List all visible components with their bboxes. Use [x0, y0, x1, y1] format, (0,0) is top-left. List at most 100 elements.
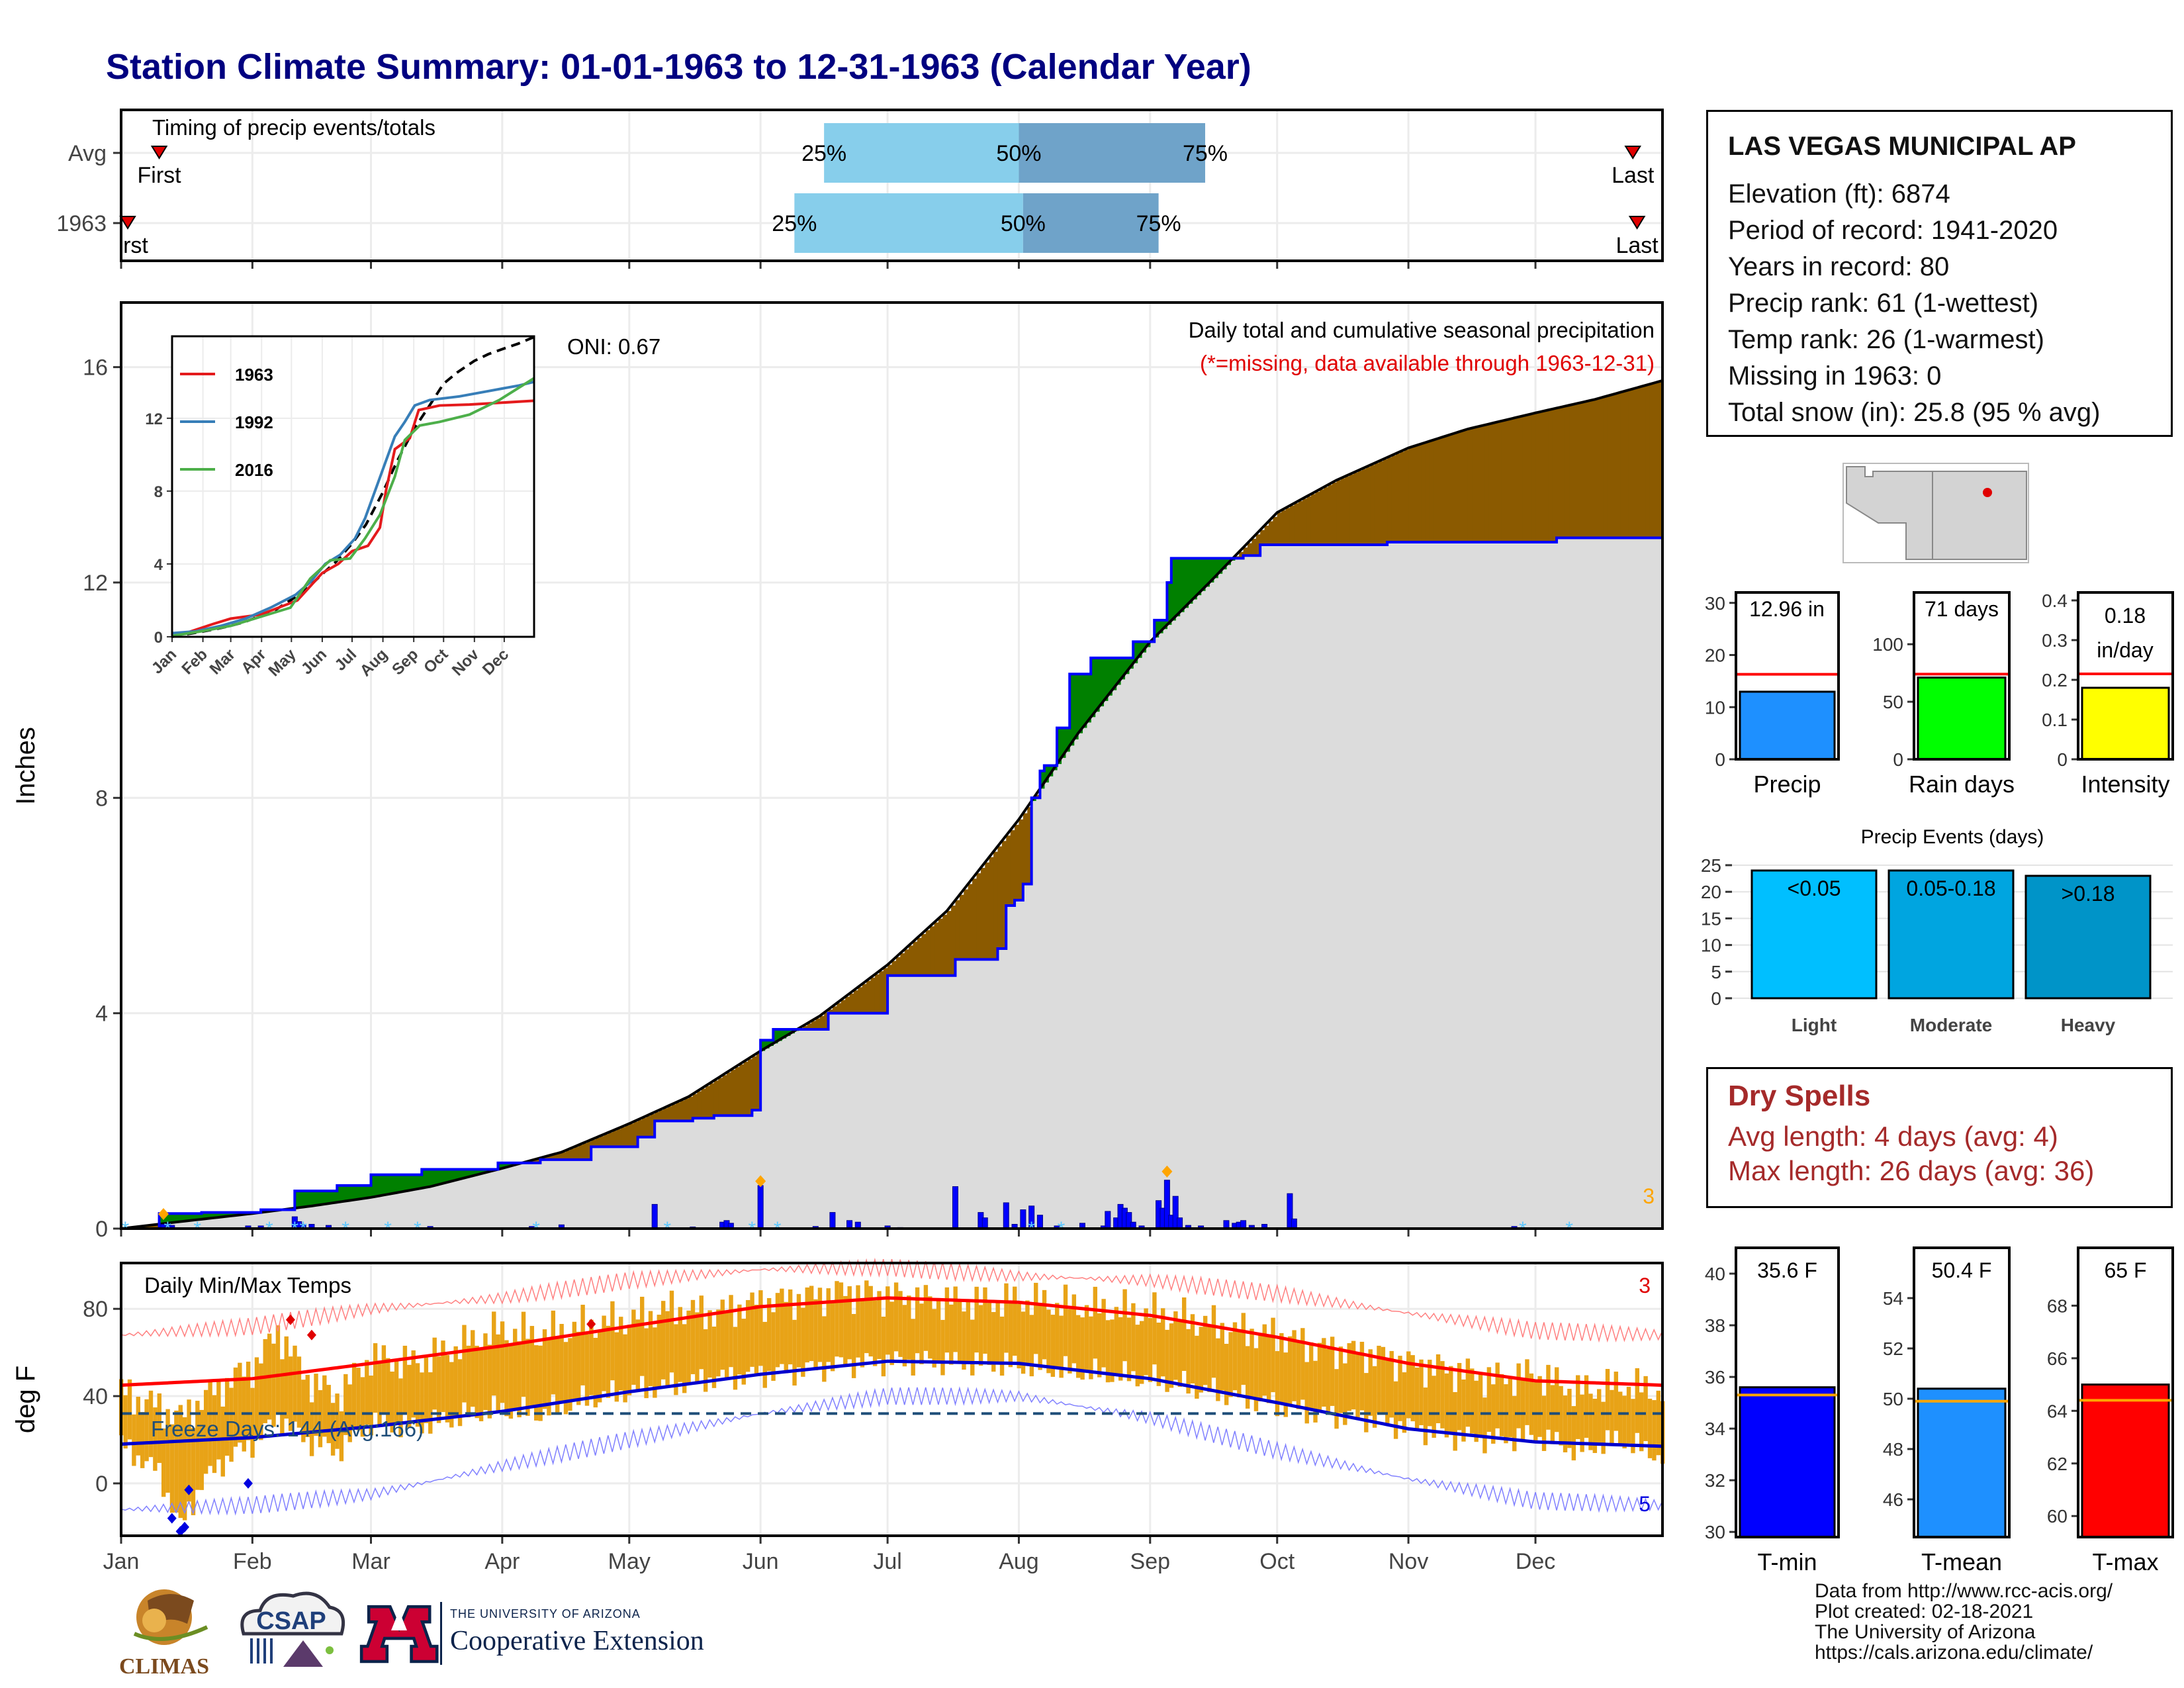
intensity-unit: in/day [2097, 638, 2153, 662]
daily-temp-bar [1529, 1373, 1534, 1435]
precip-surplus-fill [218, 1212, 224, 1217]
daily-temp-bar [987, 1303, 992, 1365]
daily-temp-bar [1089, 1316, 1093, 1380]
daily-precip-bar [651, 1203, 658, 1229]
daily-temp-bar [457, 1359, 463, 1427]
precip-deficit-fill [1637, 387, 1642, 538]
daily-temp-bar [822, 1316, 827, 1382]
timing-bar-50-75 [1019, 123, 1205, 183]
observed-precip-area [121, 530, 1662, 1229]
precip-surplus-fill [341, 1185, 346, 1202]
precip-deficit-fill [574, 1147, 579, 1160]
daily-temp-bar [1275, 1351, 1280, 1417]
precip-surplus-fill [1179, 558, 1185, 612]
inset-y-tick-label: 12 [145, 410, 163, 428]
daily-temp-bar [1444, 1373, 1449, 1438]
daily-temp-bar [1207, 1325, 1212, 1392]
daily-temp-bar [631, 1309, 636, 1385]
daily-temp-bar [1656, 1390, 1661, 1456]
precip-deficit-fill [803, 1025, 808, 1030]
precip-deficit-fill [1476, 427, 1481, 542]
precip-deficit-fill [1620, 392, 1625, 538]
precip-surplus-fill [443, 1169, 448, 1184]
daily-temp-bar [639, 1296, 645, 1376]
precip-surplus-fill [1103, 657, 1109, 701]
precip-deficit-fill [671, 1104, 676, 1121]
precip-surplus-fill [345, 1185, 351, 1201]
daily-temp-bar [140, 1412, 145, 1468]
precip-deficit-fill [1603, 397, 1608, 538]
precip-deficit-fill [1641, 386, 1647, 538]
daily-temp-bar [1486, 1367, 1492, 1432]
precip-summary-category-label: Intensity [2081, 771, 2169, 798]
daily-temp-bar [1165, 1329, 1169, 1392]
precip-surplus-fill [417, 1174, 422, 1190]
daily-temp-bar [483, 1333, 488, 1411]
temp-summary-y-tick-label: 48 [1883, 1439, 1903, 1460]
inset-bg [172, 336, 534, 637]
daily-temp-bar [1190, 1314, 1195, 1383]
daily-temp-bar [699, 1295, 704, 1370]
precip-surplus-fill [396, 1174, 401, 1193]
record-low-marker [167, 1513, 177, 1524]
daily-temp-bar [610, 1301, 615, 1381]
daily-temp-bar [915, 1287, 920, 1354]
daily-temp-bar [1211, 1305, 1216, 1378]
precip-deficit-fill [1557, 408, 1562, 538]
daily-temp-bar [872, 1300, 878, 1366]
daily-temp-bar [1004, 1283, 1009, 1353]
daily-temp-bar [784, 1301, 788, 1374]
precip-surplus-fill [1091, 657, 1096, 718]
daily-temp-bar [653, 1327, 657, 1398]
events-y-tick-label: 15 [1701, 908, 1721, 929]
precip-deficit-fill [595, 1137, 600, 1147]
daily-temp-bar [1567, 1389, 1572, 1448]
daily-temp-bar [1559, 1385, 1563, 1446]
daily-temp-bar [627, 1325, 632, 1395]
precip-deficit-fill [1010, 830, 1015, 906]
daily-temp-bar [538, 1345, 543, 1421]
precip-surplus-fill [468, 1169, 473, 1177]
daily-temp-bar [1541, 1395, 1547, 1451]
precip-surplus-fill [1142, 641, 1147, 653]
daily-temp-bar [805, 1287, 809, 1363]
temp-summary-y-tick-label: 68 [2047, 1295, 2068, 1316]
last-event-label: Last [1615, 233, 1659, 258]
temp-summary-bar [1917, 1387, 2007, 1538]
daily-temp-bar [940, 1319, 945, 1376]
precip-deficit-fill [697, 1091, 702, 1119]
daily-temp-bar [1241, 1313, 1246, 1385]
events-category-label: Heavy [2061, 1015, 2116, 1035]
precip-surplus-fill [782, 1029, 787, 1039]
precip-deficit-fill [1400, 451, 1405, 542]
precip-y-tick-label: 8 [95, 786, 108, 811]
daily-temp-bar [1131, 1303, 1136, 1372]
precip-surplus-fill [210, 1212, 215, 1219]
temp-y-tick-label: 0 [95, 1472, 108, 1497]
precip-deficit-fill [1285, 508, 1291, 545]
daily-temp-bar [1317, 1342, 1322, 1410]
record-high-count: 3 [1639, 1274, 1651, 1297]
precip-deficit-fill [1289, 505, 1295, 545]
precip-deficit-fill [909, 945, 914, 976]
precip-surplus-fill [1057, 727, 1062, 765]
daily-temp-bar [182, 1417, 187, 1521]
precip-deficit-fill [1319, 489, 1324, 545]
daily-temp-bar [288, 1356, 293, 1431]
daily-temp-bar [902, 1305, 907, 1367]
daily-temp-bar [1025, 1300, 1030, 1366]
precip-deficit-fill [930, 926, 935, 976]
daily-temp-bar [775, 1293, 780, 1368]
temp-summary-bar [1739, 1386, 1836, 1538]
month-tick-label: Jan [103, 1549, 140, 1574]
daily-temp-bar [1635, 1368, 1640, 1433]
precip-deficit-fill [1264, 526, 1269, 545]
precip-deficit-fill [841, 1000, 846, 1013]
daily-temp-bar [275, 1325, 281, 1415]
temp-y-tick-label: 80 [83, 1297, 108, 1322]
precip-deficit-fill [849, 993, 854, 1013]
record-low-marker [179, 1521, 189, 1532]
precip-surplus-fill [1124, 657, 1130, 675]
daily-temp-bar [1355, 1352, 1360, 1418]
precip-deficit-fill [1416, 445, 1422, 542]
